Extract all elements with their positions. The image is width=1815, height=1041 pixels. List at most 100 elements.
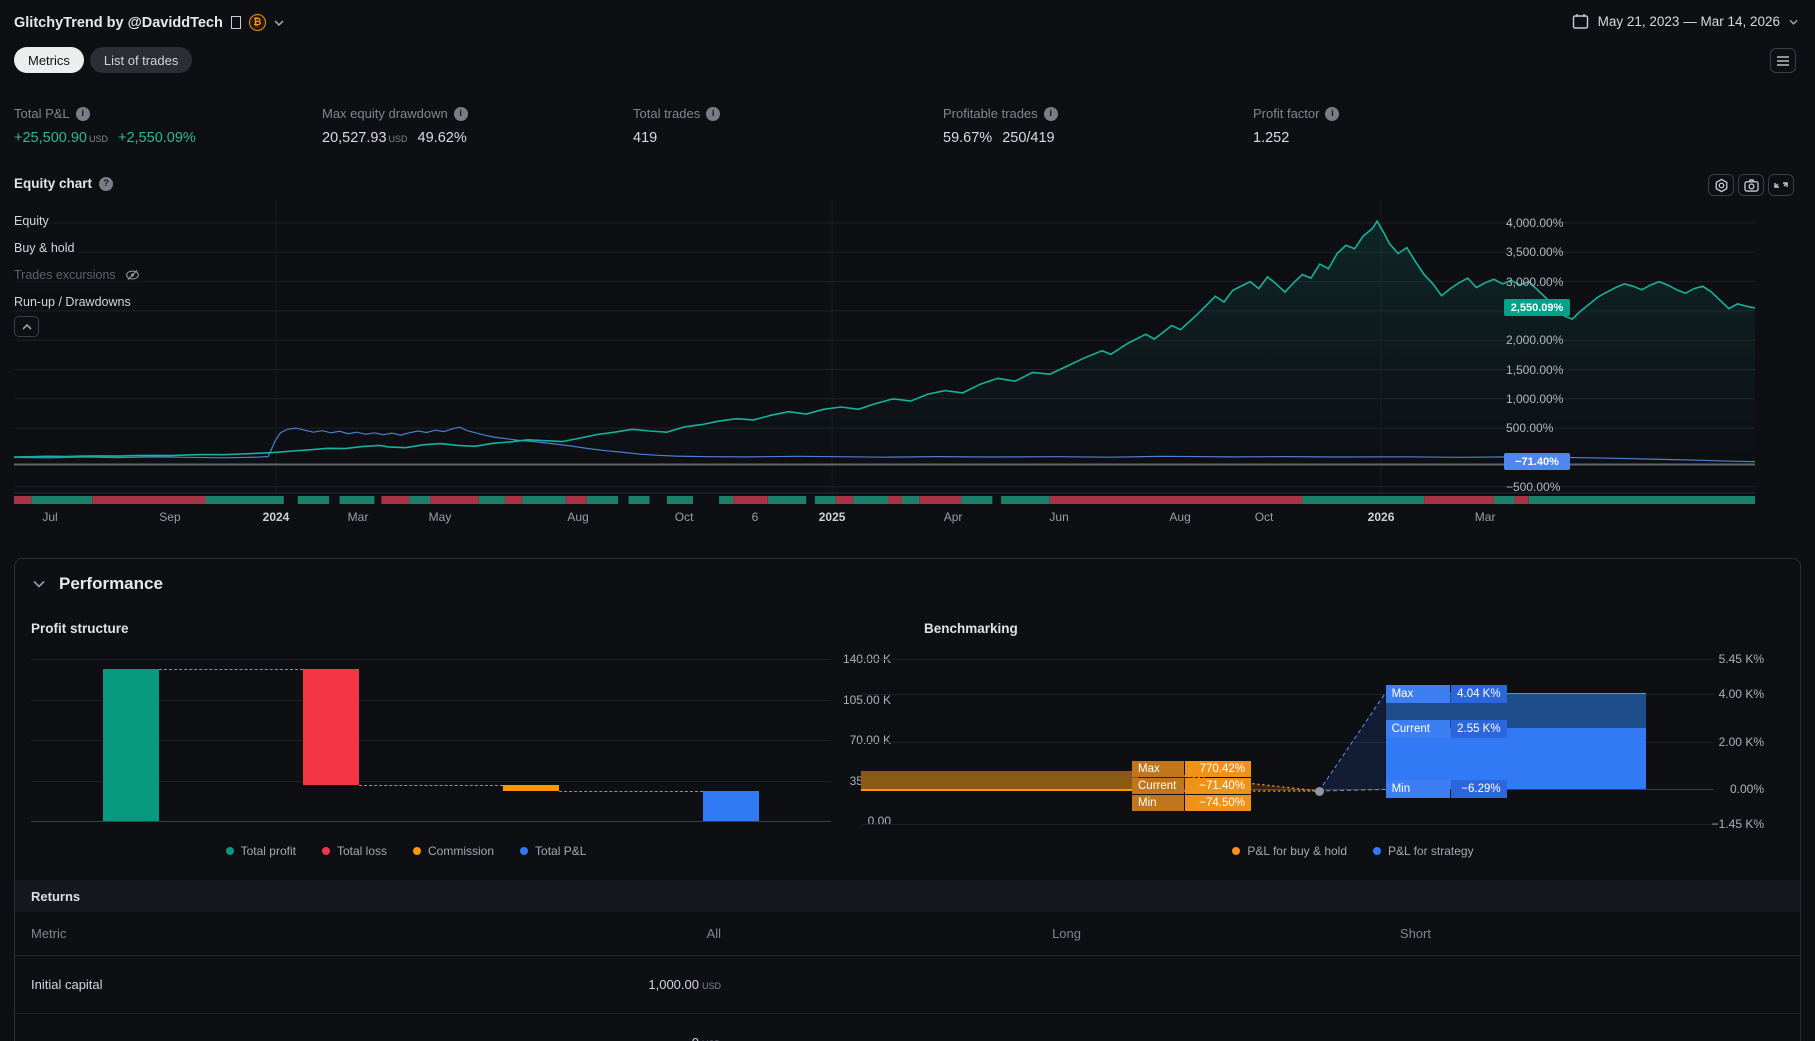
chevron-down-icon[interactable] [274,19,284,26]
grid-line [861,659,1714,660]
legend-item-buy-hold[interactable]: Buy & hold [14,240,79,256]
grid-line [861,789,1714,791]
buy-hold-min-chip: Min −74.50% [1132,795,1251,811]
runup-drawdown-segment [835,496,854,504]
metric-block: Max equity drawdown i 20,527.93 USD 49.62% [322,106,633,146]
chart-settings-button[interactable] [1708,174,1734,196]
y-tick-label: −1.45 K% [1711,817,1764,831]
legend-item-commission[interactable]: Commission [413,844,494,858]
date-range-picker[interactable]: May 21, 2023 — Mar 14, 2026 [1572,13,1798,30]
grid-line [31,821,831,822]
runup-drawdown-segment [853,496,888,504]
metric-unit: USD [388,134,408,144]
profit-structure-title: Profit structure [31,621,129,636]
metric-label: Profit factor i [1253,106,1340,121]
metric-block: Profitable trades i 59.67% 250/419 [943,106,1253,146]
tab-metrics[interactable]: Metrics [14,47,84,73]
eye-off-icon[interactable] [125,269,140,281]
equity-chart-legend: Equity Buy & hold Trades excursions Run-up … [14,213,144,310]
legend-item-trades-excursions[interactable]: Trades excursions [14,267,144,283]
benchmarking-title: Benchmarking [924,621,1018,636]
help-icon[interactable]: ? [99,176,114,191]
runup-drawdown-segment [1424,496,1494,504]
y-tick-label: 70.00 K [849,733,891,747]
runup-drawdown-segment [205,496,284,504]
waterfall-connector [559,791,703,793]
metric-label-text: Total P&L [14,106,70,121]
runup-drawdown-segment [1001,496,1050,504]
legend-label: P&L for buy & hold [1247,844,1348,858]
returns-col-long: Long [1052,926,1081,941]
x-tick-label: 6 [751,510,759,524]
legend-label: Trades excursions [14,268,116,282]
strategy-funnel-edge [1318,692,1387,792]
returns-title: Returns [31,888,81,904]
runup-drawdown-segment [409,496,431,504]
info-icon[interactable]: i [453,106,468,121]
info-icon[interactable]: i [1043,106,1058,121]
runup-drawdown-segment [628,496,650,504]
metric-values: 59.67% 250/419 [943,130,1253,146]
legend-label: Total P&L [535,844,587,858]
y-tick-label: 105.00 K [842,692,891,707]
legend-dot [520,847,529,855]
chip-value: −6.29% [1450,780,1507,798]
benchmarking-legend: P&L for buy & hold P&L for strategy [924,844,1782,858]
fullscreen-button[interactable] [1768,174,1794,196]
layout-list-button[interactable] [1770,48,1796,73]
performance-card: Performance Profit structure Benchmarkin… [14,558,1801,1041]
metric-extra: 250/419 [1002,130,1055,146]
grid-line [31,659,831,660]
legend-item-p-l-for-buy-hold[interactable]: P&L for buy & hold [1232,844,1347,858]
x-tick-label: Oct [1254,510,1274,524]
y-tick-label: 4,000.00% [1506,216,1564,230]
chip-label: Current [1132,778,1184,794]
legend-label: Run-up / Drawdowns [14,295,131,309]
legend-item-total-p-l[interactable]: Total P&L [520,844,586,858]
runup-drawdown-segment [1302,496,1425,504]
collapse-legend-button[interactable] [14,316,39,337]
x-tick-label: Jun [1049,510,1069,524]
performance-header[interactable]: Performance [33,574,163,594]
runup-drawdown-segment [381,496,410,504]
info-icon[interactable]: i [1325,106,1340,121]
metric-values: 20,527.93 USD 49.62% [322,130,633,146]
runup-drawdown-segment [1049,496,1303,504]
snapshot-button[interactable] [1738,174,1764,196]
metric-block: Profit factor i 1.252 [1253,106,1340,146]
expand-icon [1774,182,1788,188]
metric-value: 419 [633,130,658,146]
performance-title: Performance [59,574,163,593]
y-tick-label: 5.45 K% [1718,652,1764,666]
metric-label: Profitable trades i [943,106,1253,121]
x-tick-label: Sep [159,510,181,524]
waterfall-connector [359,785,503,787]
equity-value-badge: 2,550.09% [1504,299,1570,317]
returns-col-short: Short [1399,926,1431,941]
runup-drawdown-segment [733,496,768,504]
metric-label: Total P&L i [14,106,322,121]
tab-list-of-trades[interactable]: List of trades [89,47,193,73]
legend-item-total-profit[interactable]: Total profit [225,844,296,858]
metric-label-text: Total trades [633,106,701,121]
legend-item-run-up-drawdowns[interactable]: Run-up / Drawdowns [14,294,135,310]
legend-item-equity[interactable]: Equity [14,213,53,229]
info-icon[interactable]: i [75,106,90,121]
legend-label: Buy & hold [14,241,75,255]
legend-item-total-loss[interactable]: Total loss [321,844,387,858]
y-tick-label: 3,500.00% [1506,245,1564,260]
info-icon[interactable]: i [706,106,721,121]
legend-item-p-l-for-strategy[interactable]: P&L for strategy [1373,844,1474,858]
chevron-down-icon [33,580,45,588]
x-tick-label: May [428,510,452,524]
strategy-max-chip: Max 4.04 K% [1385,685,1507,703]
runup-drawdown-segment [919,496,962,504]
legend-label: Equity [14,214,49,228]
equity-chart-title: Equity chart [14,176,93,191]
strategy-title: GlitchyTrend by @DaviddTech [14,14,223,31]
chip-value: 770.42% [1185,761,1251,777]
list-icon [1777,55,1789,66]
runup-drawdown-segment [31,496,93,504]
runup-drawdown-segment [565,496,587,504]
equity-chart-plot[interactable] [14,200,1755,504]
